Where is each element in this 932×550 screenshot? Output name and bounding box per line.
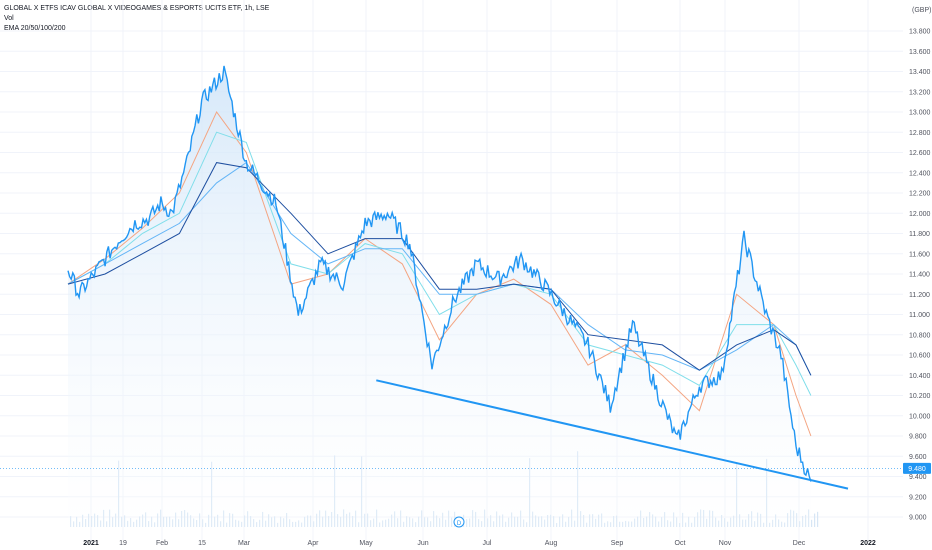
volume-bar [811, 519, 813, 527]
price-line[interactable] [67, 65, 812, 482]
y-tick-label: 13.600 [909, 49, 931, 56]
y-tick-label: 10.000 [909, 413, 931, 420]
y-tick-label: 11.400 [909, 272, 930, 279]
price-axis[interactable] [903, 0, 932, 550]
ema-line-200 [67, 162, 812, 376]
ema-line-20 [67, 111, 812, 437]
x-tick-label: Sep [611, 540, 624, 547]
y-tick-label: 12.000 [909, 211, 931, 218]
y-tick-label: 9.600 [909, 454, 927, 461]
x-tick-label: 2022 [860, 540, 876, 547]
last-price-text: 9.480 [908, 466, 926, 473]
x-tick-label: 2021 [83, 540, 99, 547]
volume-bar [817, 511, 819, 527]
price-area-fill [68, 65, 811, 541]
ema-indicator-label[interactable]: EMA 20/50/100/200 [4, 25, 66, 32]
y-tick-label: 11.600 [909, 251, 930, 258]
x-tick-label: Mar [238, 540, 251, 547]
vol-indicator-label[interactable]: Vol [4, 15, 14, 22]
y-axis-labels: 13.800 13.600 13.400 13.200 13.000 12.800 12.6… [909, 29, 931, 522]
y-tick-label: 12.200 [909, 191, 931, 198]
x-axis-labels: 2021 19 Feb 15 Mar Apr May Jun Jul Aug Sep Oct Nov De… [83, 540, 876, 547]
y-tick-label: 12.400 [909, 170, 931, 177]
y-tick-label: 13.800 [909, 29, 931, 36]
y-tick-label: 11.000 [909, 312, 930, 319]
y-tick-label: 10.600 [909, 353, 931, 360]
dividend-icon: D [457, 521, 462, 527]
y-tick-label: 9.200 [909, 494, 927, 501]
y-tick-label: 13.400 [909, 69, 931, 76]
x-tick-label: Apr [308, 540, 320, 547]
chart-legend: GLOBAL X ETFS ICAV GLOBAL X VIDEOGAMES &… [4, 4, 269, 34]
y-tick-label: 9.400 [909, 474, 927, 481]
x-tick-label: Feb [156, 540, 168, 547]
x-tick-label: Dec [793, 540, 806, 547]
trendline[interactable] [376, 379, 849, 490]
y-tick-label: 10.800 [909, 332, 931, 339]
x-tick-label: 15 [198, 540, 206, 547]
x-tick-label: Jun [417, 540, 428, 547]
x-tick-label: Oct [675, 540, 686, 547]
y-tick-label: 10.400 [909, 373, 931, 380]
y-tick-label: 9.000 [909, 515, 927, 522]
y-tick-label: 11.800 [909, 231, 930, 238]
y-tick-label: 12.600 [909, 150, 931, 157]
x-tick-label: May [359, 540, 373, 547]
x-tick-label: Aug [545, 540, 558, 547]
volume-bar [814, 513, 816, 527]
y-tick-label: 11.200 [909, 292, 930, 299]
x-tick-label: 19 [119, 540, 127, 547]
x-tick-label: Jul [483, 540, 492, 547]
last-price-tag: 9.480 [903, 462, 931, 474]
dividend-circle [453, 516, 465, 528]
ema-line-50 [67, 131, 812, 396]
x-tick-label: Nov [719, 540, 732, 547]
currency-label: (GBP) [912, 7, 931, 14]
y-tick-label: 13.000 [909, 110, 931, 117]
dividend-marker[interactable]: D [453, 516, 465, 528]
y-tick-label: 9.800 [909, 434, 927, 441]
y-tick-label: 12.800 [909, 130, 931, 137]
y-tick-label: 10.200 [909, 393, 931, 400]
y-tick-label: 13.200 [909, 89, 931, 96]
symbol-title[interactable]: GLOBAL X ETFS ICAV GLOBAL X VIDEOGAMES &… [4, 5, 270, 12]
